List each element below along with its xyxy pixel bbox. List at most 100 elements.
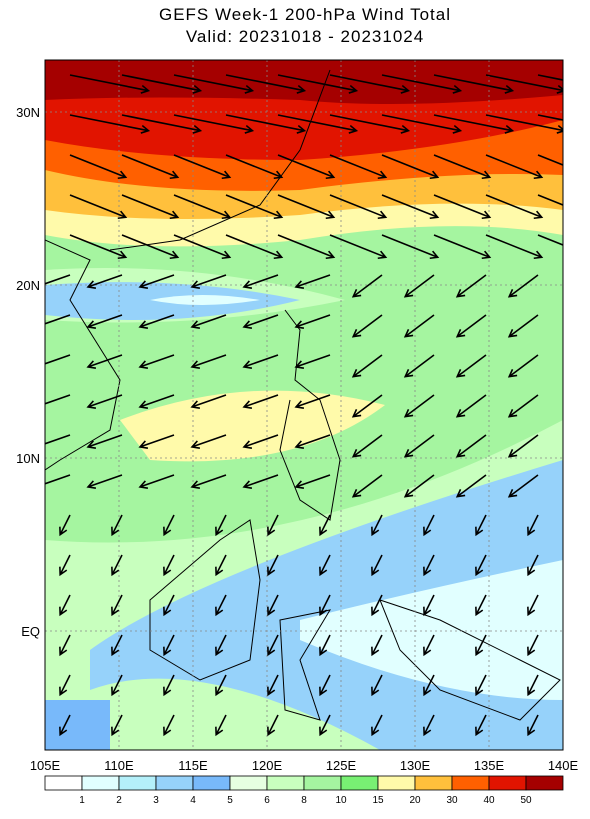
wind-arrow <box>242 354 279 369</box>
wind-arrow <box>69 234 128 260</box>
wind-arrow <box>69 74 151 94</box>
pale-south <box>300 560 563 700</box>
lon-label: 105E <box>30 758 61 773</box>
wind-arrow <box>163 674 175 697</box>
wind-arrow <box>527 514 539 537</box>
wind-arrow <box>475 634 487 657</box>
wind-arrow <box>351 274 383 298</box>
wind-arrow <box>190 474 227 489</box>
wind-arrow <box>527 554 539 577</box>
wind-arrow <box>507 394 539 418</box>
colorbar-box <box>303 775 342 791</box>
wind-arrow <box>403 354 435 378</box>
wind-arrow <box>242 434 279 449</box>
colorbar-box <box>488 775 527 791</box>
colorbar-box <box>44 775 83 791</box>
wind-arrow <box>381 154 440 180</box>
wind-arrow <box>371 634 383 657</box>
wind-arrow <box>423 594 435 617</box>
wind-arrow <box>485 194 544 220</box>
wind-arrow <box>215 514 227 537</box>
wind-arrow <box>59 674 71 697</box>
wind-arrow <box>371 674 383 697</box>
wind-arrow <box>455 434 487 458</box>
wind-arrow <box>423 554 435 577</box>
lon-label: 140E <box>548 758 579 773</box>
wind-arrow <box>45 434 71 445</box>
lat-label: 20N <box>16 278 40 293</box>
wind-arrow <box>267 554 279 577</box>
wind-arrow <box>423 714 435 737</box>
colorbar-box <box>229 775 268 791</box>
wind-arrow <box>86 274 123 289</box>
pale-north <box>150 295 260 305</box>
wind-arrow <box>277 114 359 134</box>
wind-arrow <box>294 354 331 369</box>
wind-arrow <box>215 714 227 737</box>
wind-arrow <box>242 314 279 329</box>
wind-arrow <box>86 314 123 329</box>
wind-arrow <box>121 114 203 134</box>
wind-arrow <box>267 714 279 737</box>
band-50 <box>45 60 563 104</box>
wind-arrow <box>403 474 435 498</box>
wind-arrow <box>455 314 487 338</box>
wind-arrow <box>215 554 227 577</box>
wind-arrow <box>225 154 284 180</box>
wind-arrow <box>351 314 383 338</box>
wind-arrow <box>433 234 492 260</box>
wind-arrow <box>86 394 123 409</box>
coast-philippines <box>279 309 341 521</box>
wind-arrow <box>403 314 435 338</box>
wind-arrow <box>225 234 284 260</box>
wind-arrow <box>537 194 563 206</box>
wind-arrow <box>294 434 331 449</box>
wind-arrow <box>215 634 227 657</box>
wind-arrow <box>507 434 539 458</box>
wind-arrow <box>455 274 487 298</box>
wind-arrow <box>121 234 180 260</box>
wind-arrow <box>507 354 539 378</box>
wind-arrow <box>267 594 279 617</box>
colorbar-box <box>266 775 305 791</box>
wind-arrow <box>371 514 383 537</box>
wind-arrow <box>138 474 175 489</box>
wind-arrow <box>475 554 487 577</box>
wind-arrow <box>163 634 175 657</box>
wind-arrow <box>69 114 151 134</box>
colorbar-box <box>155 775 194 791</box>
wind-arrow <box>319 554 331 577</box>
wind-arrow <box>319 594 331 617</box>
colorbar-label: 6 <box>264 795 270 806</box>
wind-arrow <box>381 74 463 94</box>
wind-arrow <box>267 674 279 697</box>
wind-arrow <box>111 554 123 577</box>
wind-arrow <box>381 234 440 260</box>
colorbar-label: 1 <box>79 795 85 806</box>
lon-label: 120E <box>252 758 283 773</box>
wind-arrow <box>537 114 563 121</box>
wind-arrow <box>215 674 227 697</box>
wind-arrow <box>433 114 515 134</box>
wind-arrow <box>173 74 255 94</box>
colorbar-box <box>192 775 231 791</box>
wind-arrow <box>138 394 175 409</box>
colorbar-label: 20 <box>409 795 421 806</box>
wind-arrow <box>403 394 435 418</box>
wind-arrow <box>86 434 123 449</box>
wind-arrow <box>475 514 487 537</box>
wind-arrow <box>138 314 175 329</box>
wind-arrow <box>475 674 487 697</box>
subtitle: Valid: 20231018 - 20231024 <box>186 27 424 46</box>
colorbar-box <box>451 775 490 791</box>
wind-arrow <box>433 74 515 94</box>
coast-borneo <box>149 519 261 681</box>
wind-arrow <box>371 594 383 617</box>
wind-arrow <box>294 274 331 289</box>
wind-arrow <box>190 314 227 329</box>
wind-arrow <box>351 354 383 378</box>
wind-arrow <box>319 514 331 537</box>
wind-arrow <box>190 354 227 369</box>
wind-arrow <box>485 114 563 134</box>
